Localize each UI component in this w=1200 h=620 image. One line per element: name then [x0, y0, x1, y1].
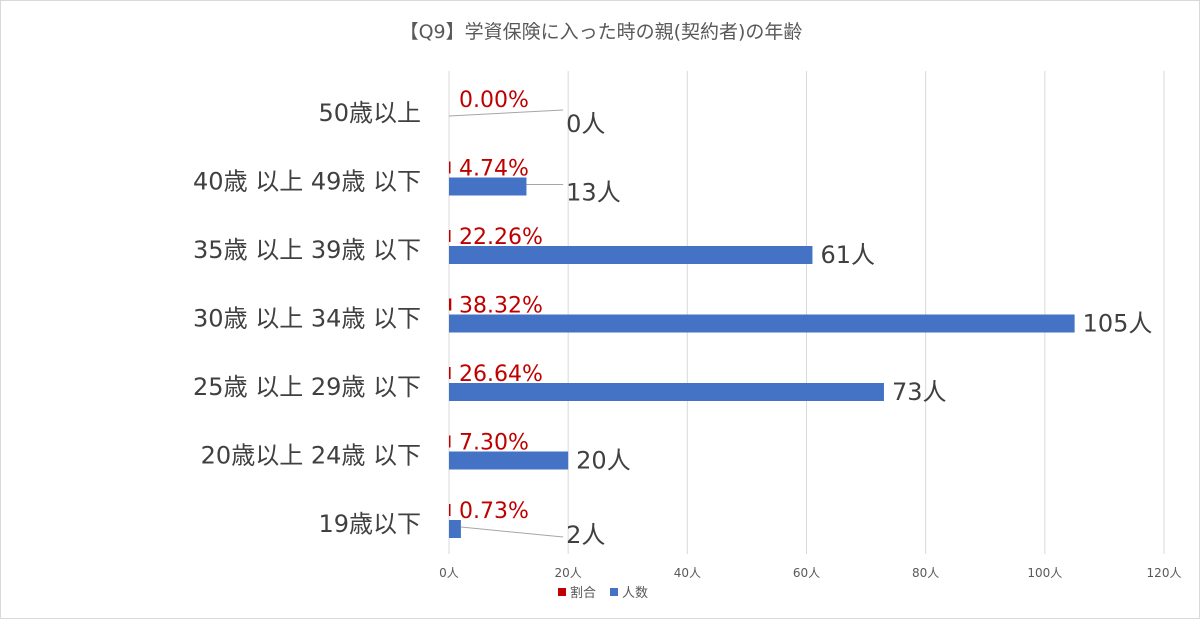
x-axis: 0人 20人 40人 60人 80人 100人 120人 [439, 71, 1181, 580]
bars [449, 161, 1075, 538]
category-label: 40歳 以上 49歳 以下 [193, 168, 421, 196]
percent-label: 38.32% [459, 294, 543, 319]
count-label: 105人 [1083, 310, 1153, 338]
x-tick-label: 80人 [912, 566, 939, 580]
legend-label-percent: 割合 [570, 585, 596, 601]
gridlines [567, 71, 1165, 554]
percent-label: 22.26% [459, 225, 543, 250]
legend: 割合 人数 [558, 585, 648, 601]
x-tick-label: 20人 [555, 566, 582, 580]
count-label: 0人 [566, 110, 605, 138]
category-label: 35歳 以上 39歳 以下 [193, 236, 421, 264]
chart-title: 【Q9】学資保険に入った時の親(契約者)の年齢 [400, 21, 803, 43]
legend-label-count: 人数 [622, 586, 648, 601]
percent-bar [449, 435, 451, 448]
count-bar [449, 451, 569, 470]
count-bar [449, 383, 884, 401]
count-label: 2人 [566, 521, 605, 549]
percent-bar [449, 367, 451, 379]
x-tick-label: 60人 [793, 566, 820, 580]
x-tick-label: 100人 [1027, 566, 1062, 580]
percent-bar [449, 230, 451, 242]
percent-bar [449, 161, 451, 174]
percent-label: 7.30% [459, 431, 529, 456]
category-label: 20歳以上 24歳 以下 [201, 442, 421, 470]
percent-label: 0.00% [459, 88, 529, 113]
count-bar [449, 177, 527, 196]
count-bar [449, 520, 461, 538]
count-bar [449, 246, 813, 264]
count-label: 73人 [892, 378, 947, 406]
category-label: 25歳 以上 29歳 以下 [193, 373, 421, 401]
count-label: 61人 [820, 241, 875, 269]
percent-label: 0.73% [459, 499, 529, 524]
category-label: 19歳以下 [318, 510, 421, 538]
category-label: 30歳 以上 34歳 以下 [193, 305, 421, 333]
x-tick-label: 120人 [1147, 566, 1182, 580]
category-axis: 50歳以上 40歳 以上 49歳 以下 35歳 以上 39歳 以下 30歳 以上 34… [193, 99, 421, 538]
x-tick-label: 40人 [674, 566, 701, 580]
percent-label: 4.74% [459, 157, 529, 182]
percent-label: 26.64% [459, 362, 543, 387]
percent-bar [449, 504, 451, 516]
count-label: 20人 [576, 447, 631, 475]
legend-swatch-count [610, 588, 618, 596]
x-tick-label: 0人 [439, 566, 459, 580]
category-label: 50歳以上 [318, 99, 421, 127]
leader-line [448, 109, 564, 117]
percent-bar [449, 298, 452, 311]
count-label: 13人 [566, 179, 621, 207]
leader-line [460, 526, 564, 538]
legend-swatch-percent [558, 588, 566, 596]
data-labels: 0.00% 0人 4.74% 13人 22.26% 61人 38.32% 105人 26.64%… [448, 88, 1153, 549]
count-bar [449, 314, 1075, 333]
